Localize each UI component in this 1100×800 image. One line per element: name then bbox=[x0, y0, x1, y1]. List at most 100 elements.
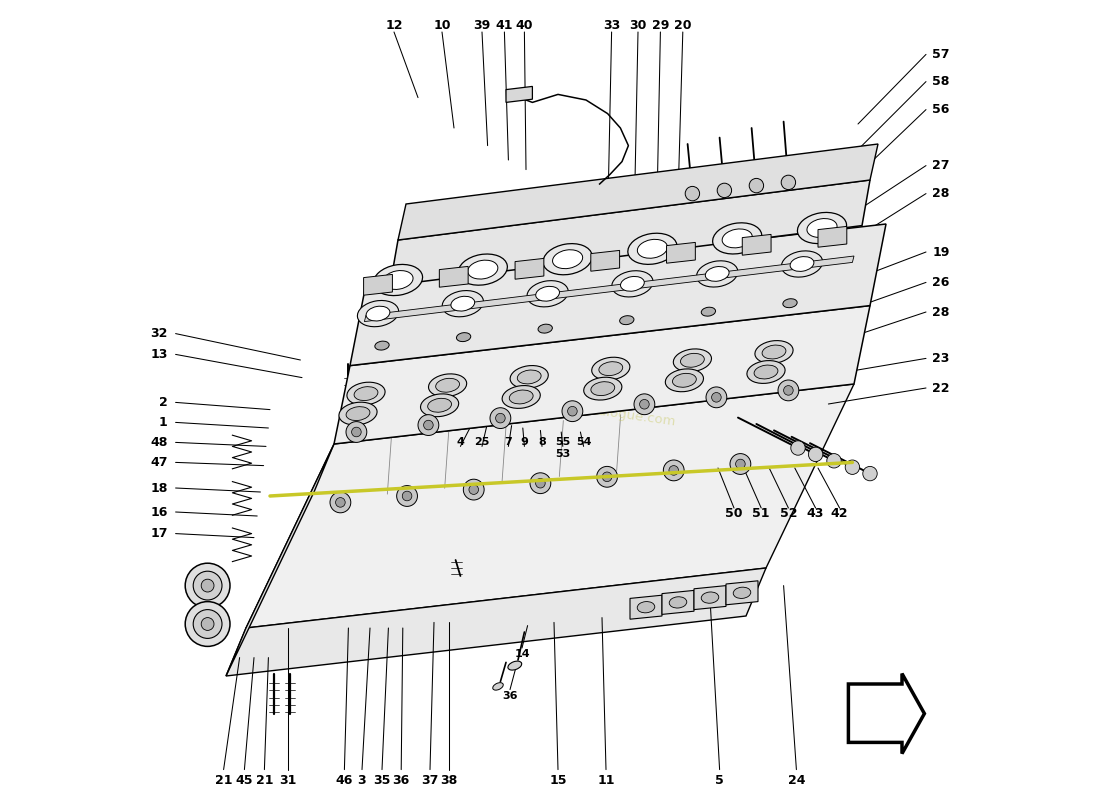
Ellipse shape bbox=[584, 378, 621, 400]
Ellipse shape bbox=[790, 257, 814, 271]
Circle shape bbox=[596, 466, 617, 487]
Text: 43: 43 bbox=[807, 507, 824, 520]
Ellipse shape bbox=[429, 374, 466, 397]
Text: 7: 7 bbox=[505, 437, 513, 446]
Circle shape bbox=[791, 441, 805, 455]
Text: 57: 57 bbox=[933, 48, 950, 61]
Polygon shape bbox=[726, 581, 758, 605]
Polygon shape bbox=[226, 444, 334, 676]
Text: 40: 40 bbox=[516, 19, 534, 32]
Text: 50: 50 bbox=[725, 507, 742, 520]
Ellipse shape bbox=[538, 324, 552, 333]
Circle shape bbox=[185, 602, 230, 646]
Text: 9: 9 bbox=[520, 437, 528, 446]
Ellipse shape bbox=[701, 592, 718, 603]
Text: 41: 41 bbox=[496, 19, 513, 32]
Ellipse shape bbox=[781, 251, 823, 277]
Ellipse shape bbox=[354, 386, 378, 401]
Circle shape bbox=[336, 498, 345, 507]
Circle shape bbox=[808, 447, 823, 462]
Text: 2: 2 bbox=[158, 396, 167, 409]
Ellipse shape bbox=[612, 270, 653, 297]
Text: 23: 23 bbox=[933, 352, 949, 365]
Ellipse shape bbox=[669, 597, 686, 608]
Text: 6: 6 bbox=[456, 383, 464, 393]
Circle shape bbox=[496, 414, 505, 423]
Text: 54: 54 bbox=[576, 437, 592, 446]
Text: 55: 55 bbox=[556, 437, 571, 446]
Circle shape bbox=[424, 420, 433, 430]
Text: 53: 53 bbox=[556, 450, 571, 459]
Circle shape bbox=[536, 478, 546, 488]
Text: 30: 30 bbox=[629, 19, 647, 32]
Circle shape bbox=[185, 563, 230, 608]
Polygon shape bbox=[506, 86, 532, 102]
Polygon shape bbox=[439, 266, 469, 287]
Text: 10: 10 bbox=[433, 19, 451, 32]
Ellipse shape bbox=[383, 270, 414, 290]
Polygon shape bbox=[818, 226, 847, 247]
Polygon shape bbox=[742, 234, 771, 255]
Ellipse shape bbox=[701, 307, 716, 316]
Circle shape bbox=[827, 454, 842, 468]
Ellipse shape bbox=[459, 254, 507, 285]
Ellipse shape bbox=[681, 354, 704, 367]
Ellipse shape bbox=[672, 374, 696, 387]
Text: 22: 22 bbox=[933, 382, 950, 394]
Text: 48: 48 bbox=[151, 436, 167, 449]
Polygon shape bbox=[390, 180, 870, 286]
Text: 3: 3 bbox=[358, 774, 366, 786]
Text: 26: 26 bbox=[933, 276, 949, 289]
Text: 4: 4 bbox=[456, 437, 464, 446]
Ellipse shape bbox=[696, 261, 738, 287]
Text: 39: 39 bbox=[473, 19, 491, 32]
Ellipse shape bbox=[722, 229, 752, 248]
Text: 32: 32 bbox=[151, 327, 167, 340]
Ellipse shape bbox=[705, 266, 729, 282]
Circle shape bbox=[352, 427, 361, 437]
Circle shape bbox=[669, 466, 679, 475]
Polygon shape bbox=[246, 384, 854, 628]
Ellipse shape bbox=[339, 402, 377, 425]
Text: 28: 28 bbox=[933, 187, 949, 200]
Text: 36: 36 bbox=[503, 691, 518, 701]
Circle shape bbox=[663, 460, 684, 481]
Ellipse shape bbox=[451, 296, 475, 311]
Text: 42: 42 bbox=[830, 507, 848, 520]
Ellipse shape bbox=[517, 370, 541, 384]
Circle shape bbox=[634, 394, 654, 414]
Ellipse shape bbox=[619, 316, 634, 325]
Text: 46: 46 bbox=[336, 774, 353, 786]
Ellipse shape bbox=[637, 602, 654, 613]
Circle shape bbox=[736, 459, 745, 469]
Polygon shape bbox=[515, 258, 543, 279]
Ellipse shape bbox=[509, 390, 534, 404]
Text: 52: 52 bbox=[780, 507, 798, 520]
Text: 24: 24 bbox=[788, 774, 805, 786]
Ellipse shape bbox=[628, 234, 676, 264]
Circle shape bbox=[639, 399, 649, 409]
Circle shape bbox=[685, 186, 700, 201]
Text: 34: 34 bbox=[442, 405, 458, 414]
Circle shape bbox=[330, 492, 351, 513]
Text: 36: 36 bbox=[393, 774, 410, 786]
Text: 20: 20 bbox=[674, 19, 692, 32]
Circle shape bbox=[730, 454, 751, 474]
Circle shape bbox=[717, 183, 732, 198]
Text: 45: 45 bbox=[235, 774, 253, 786]
Text: 18: 18 bbox=[151, 482, 167, 494]
Text: 56: 56 bbox=[933, 103, 949, 116]
Circle shape bbox=[346, 422, 366, 442]
Text: 15: 15 bbox=[549, 774, 566, 786]
Ellipse shape bbox=[510, 366, 548, 388]
Circle shape bbox=[845, 460, 859, 474]
Circle shape bbox=[712, 393, 722, 402]
Ellipse shape bbox=[428, 398, 451, 412]
Ellipse shape bbox=[543, 244, 592, 274]
Text: 27: 27 bbox=[933, 159, 950, 172]
Ellipse shape bbox=[358, 301, 398, 326]
Ellipse shape bbox=[755, 341, 793, 363]
Circle shape bbox=[568, 406, 578, 416]
Text: 25: 25 bbox=[474, 437, 490, 446]
Circle shape bbox=[403, 491, 411, 501]
